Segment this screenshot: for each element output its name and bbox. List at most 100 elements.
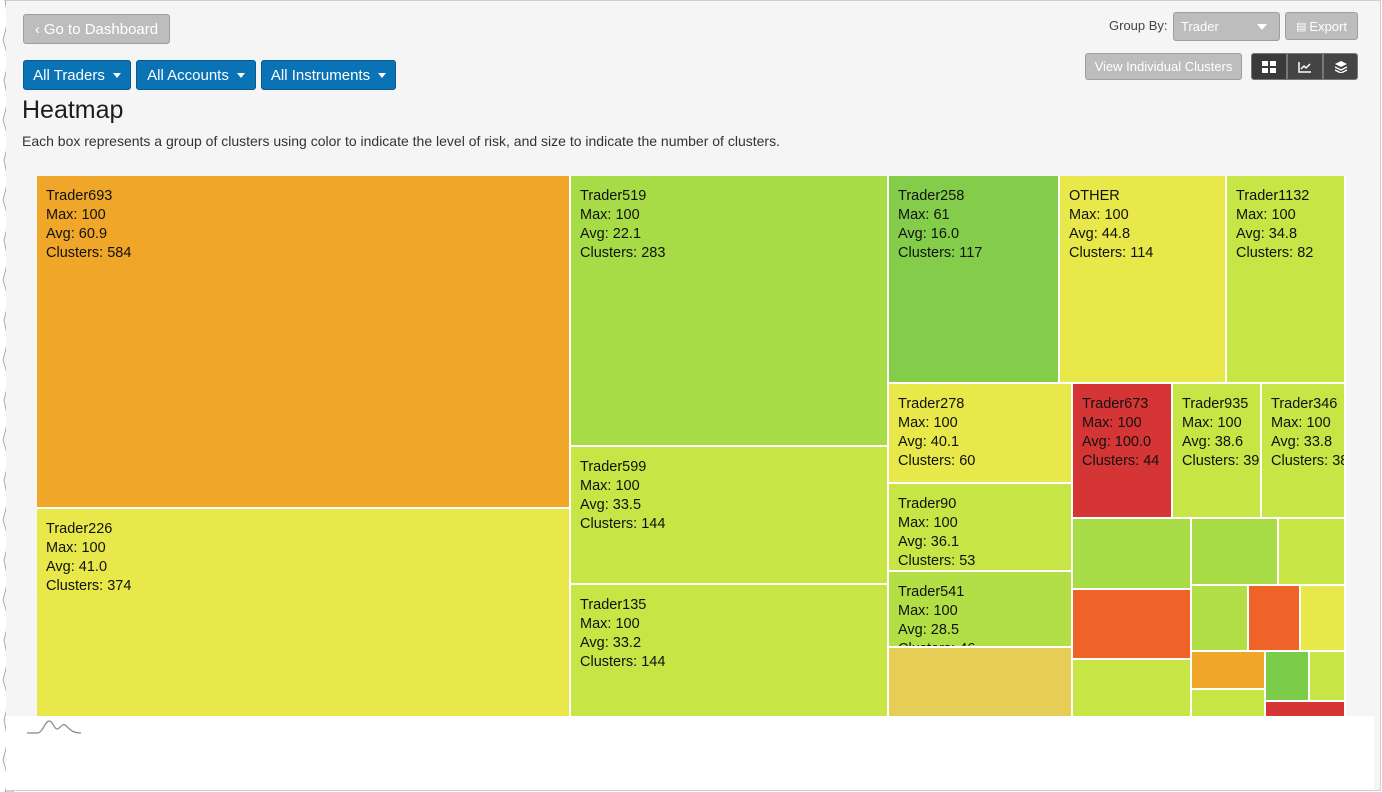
treemap-cell-unlabeled[interactable] [1192, 586, 1249, 652]
treemap-cell-trader90[interactable]: Trader90 Max: 100 Avg: 36.1 Clusters: 53 [889, 484, 1073, 572]
cell-label: Trader519 Max: 100 Avg: 22.1 Clusters: 283 [580, 187, 665, 263]
cell-label: Trader935 Max: 100 Avg: 38.6 Clusters: 39 [1182, 395, 1259, 471]
treemap-cell-trader135[interactable]: Trader135 Max: 100 Avg: 33.2 Clusters: 144 [571, 585, 889, 722]
group-by-select[interactable]: Trader [1173, 12, 1280, 41]
layers-view-button[interactable] [1323, 53, 1358, 80]
treemap-cell-unlabeled[interactable] [1310, 652, 1346, 702]
cell-max: Max: 100 [1182, 415, 1242, 431]
treemap-cell-trader541[interactable]: Trader541 Max: 100 Avg: 28.5 Clusters: 46 [889, 572, 1073, 648]
cell-clusters: Clusters: 114 [1069, 245, 1154, 261]
treemap-cell-unlabeled[interactable] [1192, 519, 1279, 586]
distribution-curve-icon [27, 720, 82, 734]
cell-clusters: Clusters: 44 [1082, 453, 1160, 469]
treemap-cell-trader693[interactable]: Trader693 Max: 100 Avg: 60.9 Clusters: 584 [37, 176, 571, 509]
footer-area [6, 716, 1374, 790]
traders-filter-dropdown[interactable]: All Traders [23, 60, 131, 90]
cell-title: Trader599 [580, 459, 647, 475]
cell-label: OTHER Max: 100 Avg: 44.8 Clusters: 114 [1069, 187, 1153, 263]
instruments-filter-dropdown[interactable]: All Instruments [261, 60, 396, 90]
cell-label: Trader135 Max: 100 Avg: 33.2 Clusters: 144 [580, 596, 665, 672]
instruments-filter-label: All Instruments [270, 66, 371, 84]
cell-clusters: Clusters: 39 [1182, 453, 1260, 469]
cell-label: Trader346 Max: 100 Avg: 33.8 Clusters: 38 [1271, 395, 1346, 471]
go-to-dashboard-button[interactable]: ‹ Go to Dashboard [23, 14, 170, 44]
cell-avg: Avg: 22.1 [580, 226, 642, 242]
caret-down-icon [378, 72, 387, 78]
treemap-cell-trader346[interactable]: Trader346 Max: 100 Avg: 33.8 Clusters: 38 [1262, 384, 1346, 519]
treemap-cell-unlabeled[interactable] [1249, 586, 1301, 652]
cell-label: Trader226 Max: 100 Avg: 41.0 Clusters: 374 [46, 520, 131, 596]
cell-max: Max: 100 [898, 515, 958, 531]
cell-label: Trader258 Max: 61 Avg: 16.0 Clusters: 117 [898, 187, 982, 263]
cell-title: Trader693 [46, 188, 113, 204]
cell-title: Trader541 [898, 584, 965, 600]
treemap-cell-trader935[interactable]: Trader935 Max: 100 Avg: 38.6 Clusters: 39 [1173, 384, 1262, 519]
treemap-cell-trader519[interactable]: Trader519 Max: 100 Avg: 22.1 Clusters: 283 [571, 176, 889, 447]
cell-clusters: Clusters: 144 [580, 654, 666, 670]
cell-label: Trader599 Max: 100 Avg: 33.5 Clusters: 144 [580, 458, 665, 534]
cell-title: Trader90 [898, 496, 957, 512]
cell-clusters: Clusters: 584 [46, 245, 132, 261]
line-chart-view-button[interactable] [1287, 53, 1323, 80]
cell-avg: Avg: 33.8 [1271, 434, 1333, 450]
cell-avg: Avg: 44.8 [1069, 226, 1131, 242]
view-individual-clusters-label: View Individual Clusters [1094, 59, 1233, 74]
treemap-cell-trader258[interactable]: Trader258 Max: 61 Avg: 16.0 Clusters: 117 [889, 176, 1060, 384]
group-by-label: Group By: [1109, 18, 1168, 33]
go-to-dashboard-label: Go to Dashboard [43, 20, 159, 38]
cell-avg: Avg: 36.1 [898, 534, 960, 550]
view-individual-clusters-button[interactable]: View Individual Clusters [1085, 53, 1242, 80]
export-button[interactable]: ▤ Export [1285, 12, 1358, 40]
cell-title: Trader519 [580, 188, 647, 204]
heatmap-view-button[interactable] [1251, 53, 1287, 80]
cell-avg: Avg: 60.9 [46, 226, 108, 242]
cell-title: OTHER [1069, 188, 1120, 204]
cell-max: Max: 100 [580, 616, 640, 632]
layers-icon [1334, 61, 1347, 73]
traders-filter-label: All Traders [33, 66, 105, 84]
caret-down-icon [236, 72, 245, 78]
cell-clusters: Clusters: 46 [898, 640, 975, 646]
cell-avg: Avg: 34.8 [1236, 226, 1298, 242]
page-title: Heatmap [22, 96, 124, 124]
cell-clusters: Clusters: 82 [1236, 245, 1314, 261]
treemap-cell-unlabeled[interactable] [1073, 590, 1192, 660]
file-export-icon: ▤ [1296, 20, 1307, 33]
cell-avg: Avg: 40.1 [898, 434, 960, 450]
cell-avg: Avg: 16.0 [898, 226, 960, 242]
cell-clusters: Clusters: 38 [1271, 453, 1346, 469]
accounts-filter-dropdown[interactable]: All Accounts [136, 60, 256, 90]
cell-max: Max: 61 [898, 207, 950, 223]
cell-title: Trader935 [1182, 396, 1249, 412]
cell-label: Trader693 Max: 100 Avg: 60.9 Clusters: 584 [46, 187, 131, 263]
cell-avg: Avg: 41.0 [46, 559, 108, 575]
cell-max: Max: 100 [1082, 415, 1142, 431]
treemap-cell-trader278[interactable]: Trader278 Max: 100 Avg: 40.1 Clusters: 60 [889, 384, 1073, 484]
treemap-cell-trader673[interactable]: Trader673 Max: 100 Avg: 100.0 Clusters: 44 [1073, 384, 1173, 519]
cell-max: Max: 100 [1069, 207, 1129, 223]
treemap-cell-unlabeled[interactable] [1279, 519, 1346, 586]
treemap-cell-trader226[interactable]: Trader226 Max: 100 Avg: 41.0 Clusters: 374 [37, 509, 571, 722]
cell-clusters: Clusters: 283 [580, 245, 666, 261]
cell-clusters: Clusters: 60 [898, 453, 976, 469]
grid-icon [1262, 60, 1276, 73]
treemap-cell-unlabeled[interactable] [1073, 519, 1192, 590]
treemap-cell-unlabeled[interactable] [1192, 652, 1266, 690]
cell-avg: Avg: 28.5 [898, 622, 960, 638]
cell-avg: Avg: 33.5 [580, 497, 642, 513]
cell-label: Trader541 Max: 100 Avg: 28.5 Clusters: 46 [898, 583, 975, 646]
cell-max: Max: 100 [580, 207, 640, 223]
treemap-cell-other[interactable]: OTHER Max: 100 Avg: 44.8 Clusters: 114 [1060, 176, 1227, 384]
treemap-cell-unlabeled[interactable] [889, 648, 1073, 722]
cell-title: Trader346 [1271, 396, 1338, 412]
chevron-left-icon: ‹ [34, 20, 40, 38]
treemap-cell-trader599[interactable]: Trader599 Max: 100 Avg: 33.5 Clusters: 144 [571, 447, 889, 585]
cell-clusters: Clusters: 53 [898, 553, 976, 569]
treemap-cell-unlabeled[interactable] [1266, 652, 1310, 702]
treemap-cell-unlabeled[interactable] [1301, 586, 1346, 652]
treemap-cell-unlabeled[interactable] [1073, 660, 1192, 722]
cell-clusters: Clusters: 374 [46, 578, 132, 594]
cell-max: Max: 100 [1271, 415, 1331, 431]
treemap-cell-trader1132[interactable]: Trader1132 Max: 100 Avg: 34.8 Clusters: 82 [1227, 176, 1346, 384]
heatmap-treemap: Trader693 Max: 100 Avg: 60.9 Clusters: 584 … [37, 176, 1346, 722]
